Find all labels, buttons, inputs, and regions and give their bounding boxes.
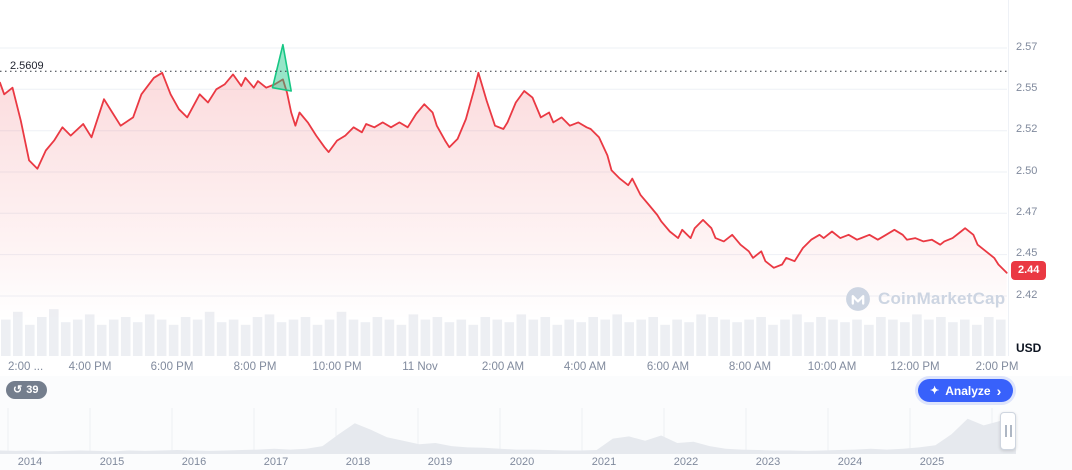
- price-axis-tick: 2.45: [1016, 247, 1038, 259]
- history-count: 39: [26, 384, 39, 396]
- time-axis-tick: 8:00 AM: [728, 361, 772, 373]
- time-axis: 2:00 ... 4:00 PM 6:00 PM 8:00 PM 10:00 P…: [0, 356, 1019, 376]
- current-price-badge: 2.44: [1011, 261, 1047, 280]
- timeline-year-label[interactable]: 2020: [509, 456, 535, 468]
- price-area: [0, 72, 1007, 320]
- timeline-year-label[interactable]: 2019: [427, 456, 453, 468]
- timeline-year-label[interactable]: 2025: [919, 456, 945, 468]
- time-axis-tick: 6:00 AM: [646, 361, 690, 373]
- timeline-year-label[interactable]: 2014: [17, 456, 43, 468]
- reference-price-label: 2.5609: [10, 60, 44, 72]
- analyze-label: Analyze: [945, 383, 991, 398]
- history-clock-icon: ↺: [13, 383, 23, 396]
- volume-bars: [1, 309, 1006, 356]
- bottom-strip-background: [0, 376, 1072, 470]
- time-axis-tick: 11 Nov: [402, 361, 438, 373]
- time-axis-tick: 4:00 PM: [68, 361, 112, 373]
- timeline-year-label[interactable]: 2016: [181, 456, 207, 468]
- sparkle-icon: ✦: [930, 385, 940, 397]
- coinmarketcap-watermark: CoinMarketCap: [845, 286, 1005, 312]
- currency-label: USD: [1016, 341, 1042, 355]
- timeline-year-label[interactable]: 2022: [673, 456, 699, 468]
- time-axis-tick: 10:00 PM: [312, 361, 362, 373]
- price-axis-tick: 2.50: [1016, 165, 1038, 177]
- timeline-year-separators: [7, 408, 993, 454]
- timeline-navigator[interactable]: 2014 2015 2016 2017 2018 2019 2020 2021 …: [0, 408, 1016, 470]
- green-spike-marker: [271, 43, 293, 92]
- price-axis-tick: 2.55: [1016, 82, 1038, 94]
- history-count-badge[interactable]: ↺ 39: [6, 381, 48, 399]
- coinmarketcap-logo-icon: [846, 287, 870, 311]
- time-axis-tick: 8:00 PM: [233, 361, 277, 373]
- time-axis-tick: 2:00 ...: [8, 361, 44, 373]
- price-chart-canvas[interactable]: [0, 0, 1010, 356]
- time-axis-tick: 10:00 AM: [807, 361, 857, 373]
- timeline-year-label[interactable]: 2017: [263, 456, 289, 468]
- timeline-year-label[interactable]: 2024: [837, 456, 863, 468]
- timeline-scroll-handle[interactable]: [1000, 412, 1016, 450]
- price-line: [0, 71, 1008, 274]
- price-axis-tick: 2.47: [1016, 206, 1038, 218]
- timeline-year-label[interactable]: 2015: [99, 456, 125, 468]
- timeline-year-label[interactable]: 2018: [345, 456, 371, 468]
- grip-line: [1004, 425, 1007, 437]
- price-axis-tick: 2.52: [1016, 123, 1038, 135]
- time-axis-tick: 2:00 PM: [975, 361, 1019, 373]
- time-axis-tick: 2:00 AM: [481, 361, 525, 373]
- watermark-text: CoinMarketCap: [878, 289, 1006, 308]
- timeline-year-label[interactable]: 2021: [591, 456, 617, 468]
- chevron-right-icon: ›: [996, 382, 1002, 399]
- time-axis-tick: 12:00 PM: [890, 361, 940, 373]
- timeline-year-label[interactable]: 2023: [755, 456, 781, 468]
- time-axis-tick: 4:00 AM: [563, 361, 607, 373]
- timeline-history-area: [0, 416, 1016, 454]
- time-axis-tick: 6:00 PM: [150, 361, 194, 373]
- grip-line: [1009, 425, 1012, 437]
- price-axis-tick: 2.57: [1016, 41, 1038, 53]
- analyze-button[interactable]: ✦ Analyze ›: [918, 379, 1014, 402]
- price-axis-tick: 2.42: [1016, 289, 1038, 301]
- timeline-chart-canvas[interactable]: [0, 408, 1016, 454]
